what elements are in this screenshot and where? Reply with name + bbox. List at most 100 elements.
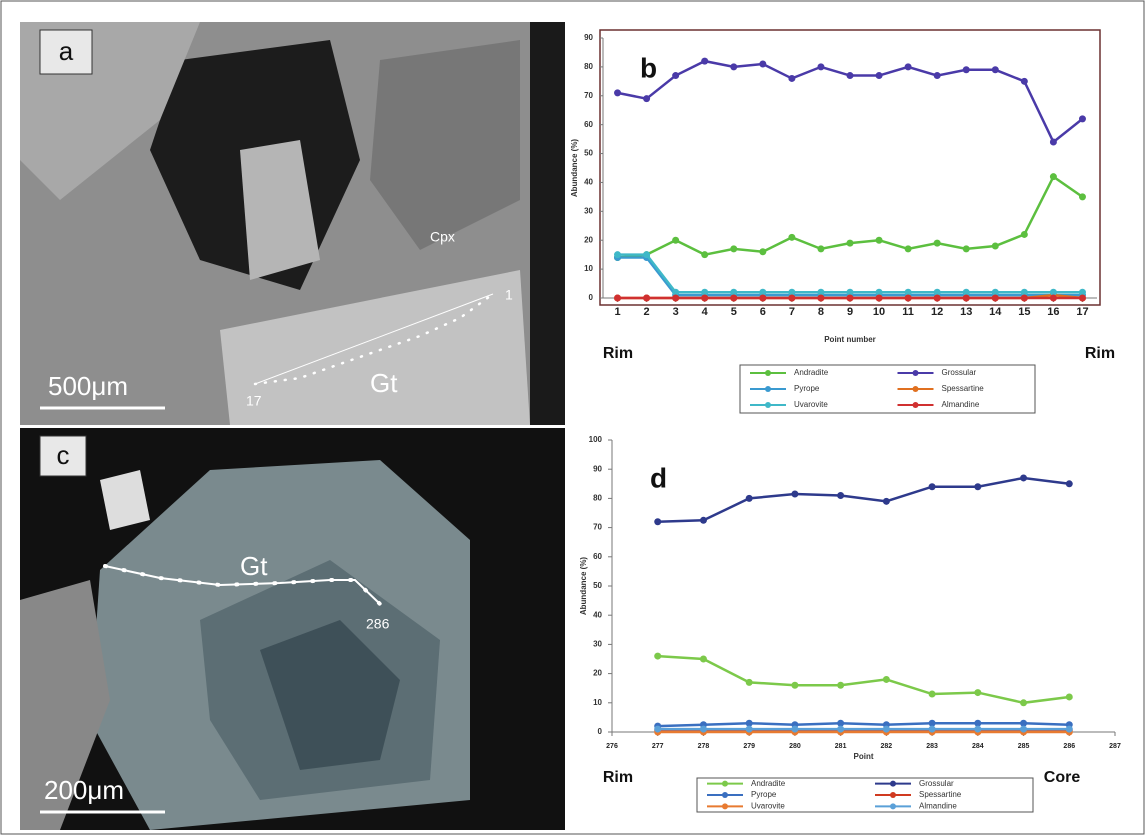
data-point [730,63,737,70]
data-point [1079,193,1086,200]
point-label: 1 [505,287,513,303]
data-point [817,295,824,302]
y-tick-label: 70 [593,523,602,532]
figure: a Cpx Gt 1 17 500μm c Gt 286 200μm 01020… [0,0,1145,835]
legend-label: Uvarovite [794,400,828,409]
data-point [905,295,912,302]
data-point [672,237,679,244]
legend-label: Almandine [942,400,980,409]
data-point [700,726,707,733]
data-point [672,295,679,302]
mineral-label: Cpx [430,229,455,245]
data-point [759,295,766,302]
data-point [788,295,795,302]
data-point [730,245,737,252]
data-point [614,295,621,302]
x-tick-label: 282 [881,743,893,750]
y-tick-label: 60 [584,120,593,129]
legend-marker [913,386,919,392]
x-tick-label: 12 [931,306,943,318]
scale-bar-label: 200μm [44,775,124,805]
x-tick-label: 287 [1109,743,1121,750]
data-point [929,726,936,733]
data-point [1050,173,1057,180]
data-point [700,517,707,524]
legend-label: Almandine [919,801,957,810]
panel-label: b [640,52,657,83]
panel-label: d [650,462,667,493]
y-axis-label: Abundance (%) [579,557,588,616]
data-point [1050,139,1057,146]
data-point [992,295,999,302]
legend-label: Spessartine [919,790,962,799]
data-point [1079,295,1086,302]
y-tick-label: 20 [584,235,593,244]
data-point [974,726,981,733]
y-tick-label: 90 [584,33,593,42]
y-tick-label: 80 [593,494,602,503]
y-tick-label: 0 [598,727,603,736]
data-point [1021,295,1028,302]
data-point [837,492,844,499]
data-point [614,251,621,258]
data-point [1020,474,1027,481]
legend-marker [913,370,919,376]
data-point [643,295,650,302]
data-point [847,72,854,79]
data-point [701,295,708,302]
x-tick-label: 279 [743,743,755,750]
x-tick-label: 10 [873,306,885,318]
x-tick-label: 5 [731,306,737,318]
y-tick-label: 20 [593,669,602,678]
data-point [791,491,798,498]
panel-label: a [59,36,74,66]
data-point [759,61,766,68]
data-point [654,726,661,733]
x-tick-label: 283 [926,743,938,750]
y-tick-label: 50 [593,581,602,590]
x-tick-label: 9 [847,306,853,318]
data-point [929,483,936,490]
data-point [1050,295,1057,302]
data-point [876,295,883,302]
x-tick-label: 4 [702,306,709,318]
data-point [905,63,912,70]
legend-marker [890,781,896,787]
annotation: Rim [603,769,633,786]
data-point [974,483,981,490]
x-tick-label: 278 [698,743,710,750]
y-tick-label: 90 [593,464,602,473]
y-tick-label: 60 [593,552,602,561]
data-point [1021,78,1028,85]
data-point [963,245,970,252]
x-tick-label: 15 [1018,306,1030,318]
data-point [837,682,844,689]
data-point [876,72,883,79]
data-point [992,243,999,250]
data-point [934,240,941,247]
x-tick-label: 281 [835,743,847,750]
data-point [963,295,970,302]
x-tick-label: 1 [614,306,620,318]
data-point [614,89,621,96]
data-point [788,75,795,82]
x-tick-label: 17 [1076,306,1088,318]
data-point [1020,726,1027,733]
legend-marker [722,803,728,809]
data-point [876,237,883,244]
data-point [746,495,753,502]
x-tick-label: 16 [1047,306,1059,318]
x-tick-label: 277 [652,743,664,750]
data-point [847,240,854,247]
data-point [934,72,941,79]
data-point [817,63,824,70]
y-tick-label: 40 [593,610,602,619]
data-point [1066,693,1073,700]
data-point [847,295,854,302]
data-point [817,245,824,252]
legend-marker [765,402,771,408]
legend-label: Grossular [919,779,954,788]
data-point [1079,115,1086,122]
data-point [672,72,679,79]
x-tick-label: 286 [1063,743,1075,750]
